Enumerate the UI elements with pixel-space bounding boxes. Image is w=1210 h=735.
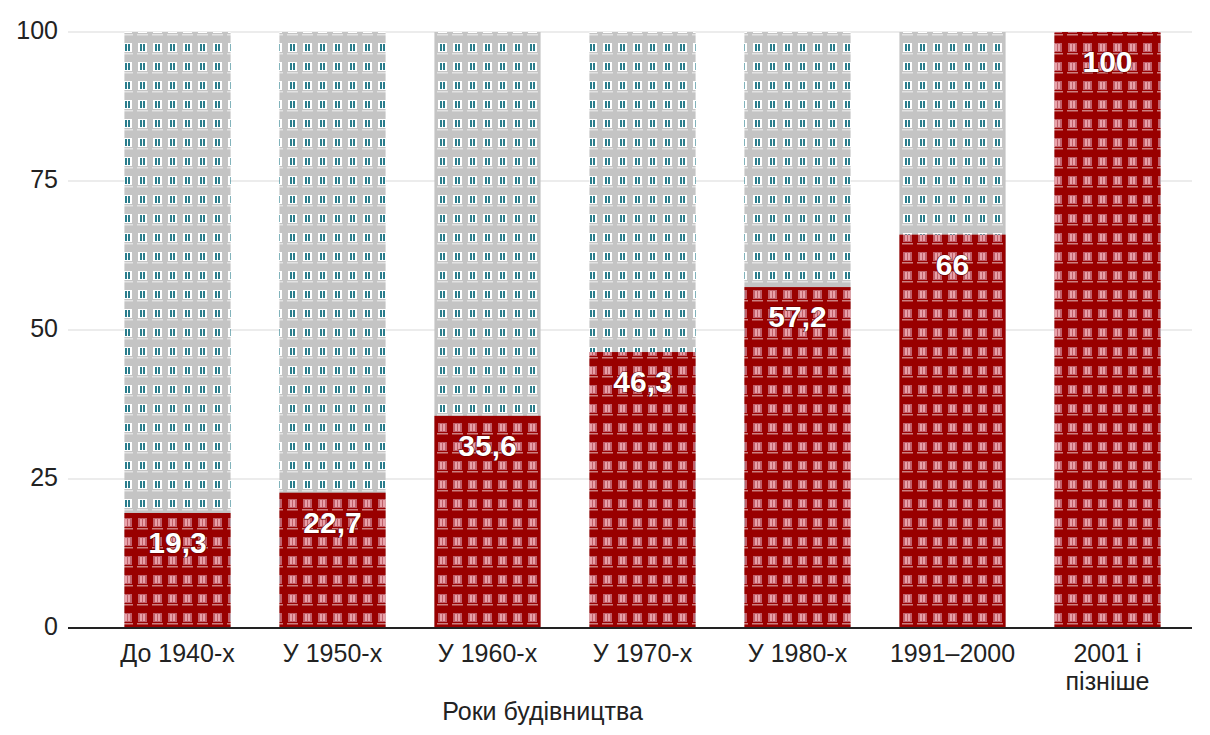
data-label: 19,3	[148, 526, 206, 559]
bar-background	[744, 32, 850, 628]
data-label: 66	[936, 248, 969, 281]
x-tick-label: У 1960-х	[438, 639, 538, 667]
bar	[279, 493, 385, 628]
bar	[434, 416, 540, 628]
bar-background	[279, 32, 385, 628]
x-tick-label: 2001 іпізніше	[1066, 639, 1150, 695]
grid-line	[68, 628, 1192, 629]
y-tick-label: 0	[44, 612, 58, 640]
bar	[124, 513, 230, 628]
bar-background	[124, 32, 230, 628]
bar-background	[589, 32, 695, 628]
x-axis-line	[68, 627, 1192, 629]
y-tick-label: 25	[30, 463, 58, 491]
bar-background	[899, 32, 1005, 628]
data-label: 35,6	[458, 429, 516, 462]
grid	[68, 32, 1192, 628]
y-tick-label: 50	[30, 314, 58, 342]
bar-background	[434, 32, 540, 628]
bars	[124, 32, 1160, 628]
data-label: 22,7	[303, 506, 361, 539]
bar	[899, 235, 1005, 628]
chart: 0 25 50 75 100 19,3 22,7 35,6 46,3 57,2 66 100 До 19…	[0, 0, 1210, 735]
data-label: 100	[1082, 45, 1132, 78]
data-labels: 19,3 22,7 35,6 46,3 57,2 66 100	[148, 45, 1132, 559]
bar-background	[1054, 32, 1160, 628]
data-label: 46,3	[613, 365, 671, 398]
x-tick-label: У 1950-х	[283, 639, 383, 667]
bar	[744, 287, 850, 628]
x-tick-label: У 1970-х	[593, 639, 693, 667]
bar	[589, 352, 695, 628]
y-tick-label: 100	[16, 16, 58, 44]
x-tick-label: У 1980-х	[748, 639, 848, 667]
data-label: 57,2	[768, 300, 826, 333]
x-tick-labels: До 1940-х У 1950-х У 1960-х У 1970-х У 1980-…	[120, 639, 1149, 695]
x-axis-title: Роки будівництва	[442, 697, 643, 725]
x-tick-label: 1991–2000	[890, 639, 1015, 667]
x-tick-label: До 1940-х	[120, 639, 235, 667]
bar	[1054, 32, 1160, 628]
y-tick-label: 75	[30, 165, 58, 193]
